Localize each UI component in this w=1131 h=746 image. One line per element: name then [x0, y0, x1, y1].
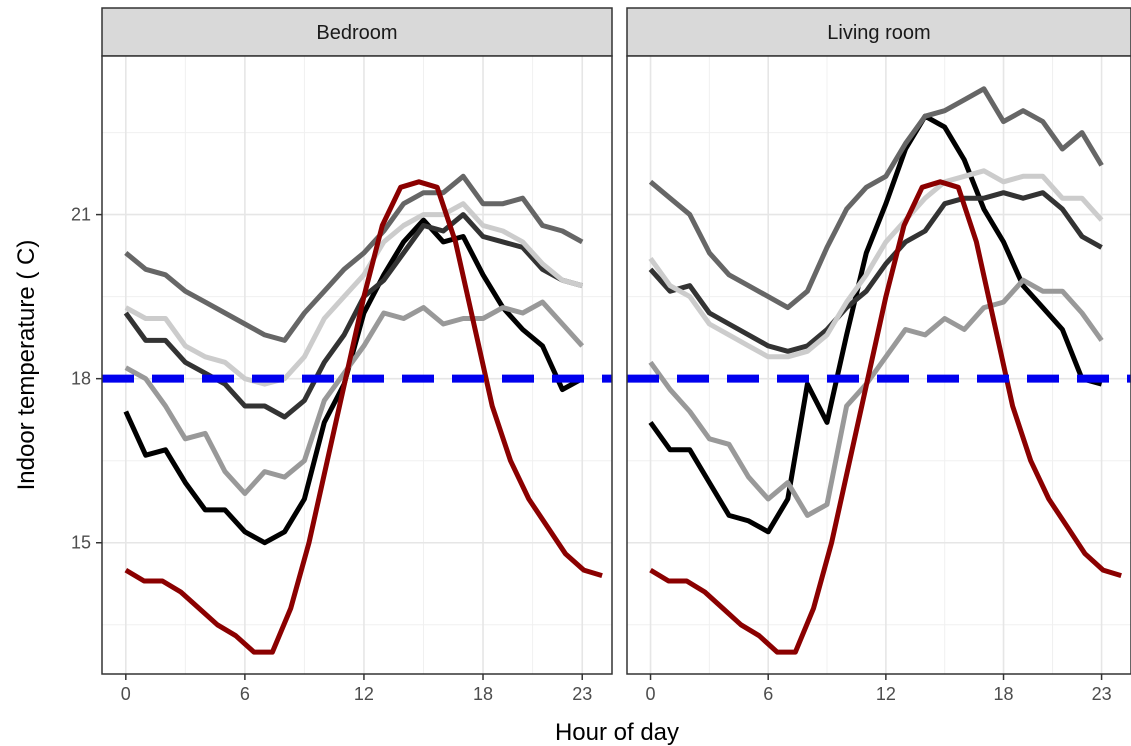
series-line-5	[124, 179, 603, 655]
y-tick-label: 18	[71, 369, 91, 389]
series-line-3	[648, 277, 1104, 518]
x-tick-label: 18	[994, 684, 1014, 704]
y-axis-title-text: Indoor temperature ( C)	[13, 240, 40, 491]
facet-strip-label: Living room	[827, 22, 930, 44]
series-line-4	[124, 201, 583, 387]
x-axis-title-text: Hour of day	[555, 719, 679, 746]
series-line-2	[648, 86, 1104, 311]
panels-layer: Bedroom 0 6 12 18 23 15 18 21 Living room 0 6 12 18 23	[71, 7, 1131, 704]
series-line-4	[648, 168, 1104, 360]
x-tick-label: 23	[1092, 684, 1112, 704]
panel-border	[101, 55, 613, 675]
plot-background	[102, 56, 612, 674]
x-tick-label: 12	[876, 684, 896, 704]
series-line-0	[648, 113, 1103, 535]
series-group	[102, 173, 612, 655]
x-tick-label: 0	[121, 684, 131, 704]
x-tick-label: 0	[646, 684, 656, 704]
panel-0: Bedroom 0 6 12 18 23 15 18 21	[71, 7, 613, 704]
x-axis-title: Hour of day	[555, 719, 679, 746]
x-tick-label: 18	[473, 684, 493, 704]
x-tick-label: 6	[240, 684, 250, 704]
x-tick-label: 12	[354, 684, 374, 704]
series-line-1	[123, 212, 583, 420]
panel-border	[626, 55, 1131, 675]
series-line-1	[648, 190, 1103, 354]
facet-strip-label: Bedroom	[316, 22, 397, 44]
y-tick-label: 21	[71, 205, 91, 225]
series-line-2	[124, 173, 584, 343]
series-line-3	[124, 299, 585, 496]
facet-strip	[101, 7, 613, 57]
x-tick-label: 6	[763, 684, 773, 704]
y-tick-label: 15	[71, 533, 91, 553]
panel-1: Living room 0 6 12 18 23	[626, 7, 1131, 704]
y-axis-title: Indoor temperature ( C)	[13, 240, 40, 491]
facet-strip	[626, 7, 1131, 57]
x-tick-label: 23	[572, 684, 592, 704]
series-line-5	[649, 179, 1122, 655]
series-group	[627, 86, 1131, 655]
